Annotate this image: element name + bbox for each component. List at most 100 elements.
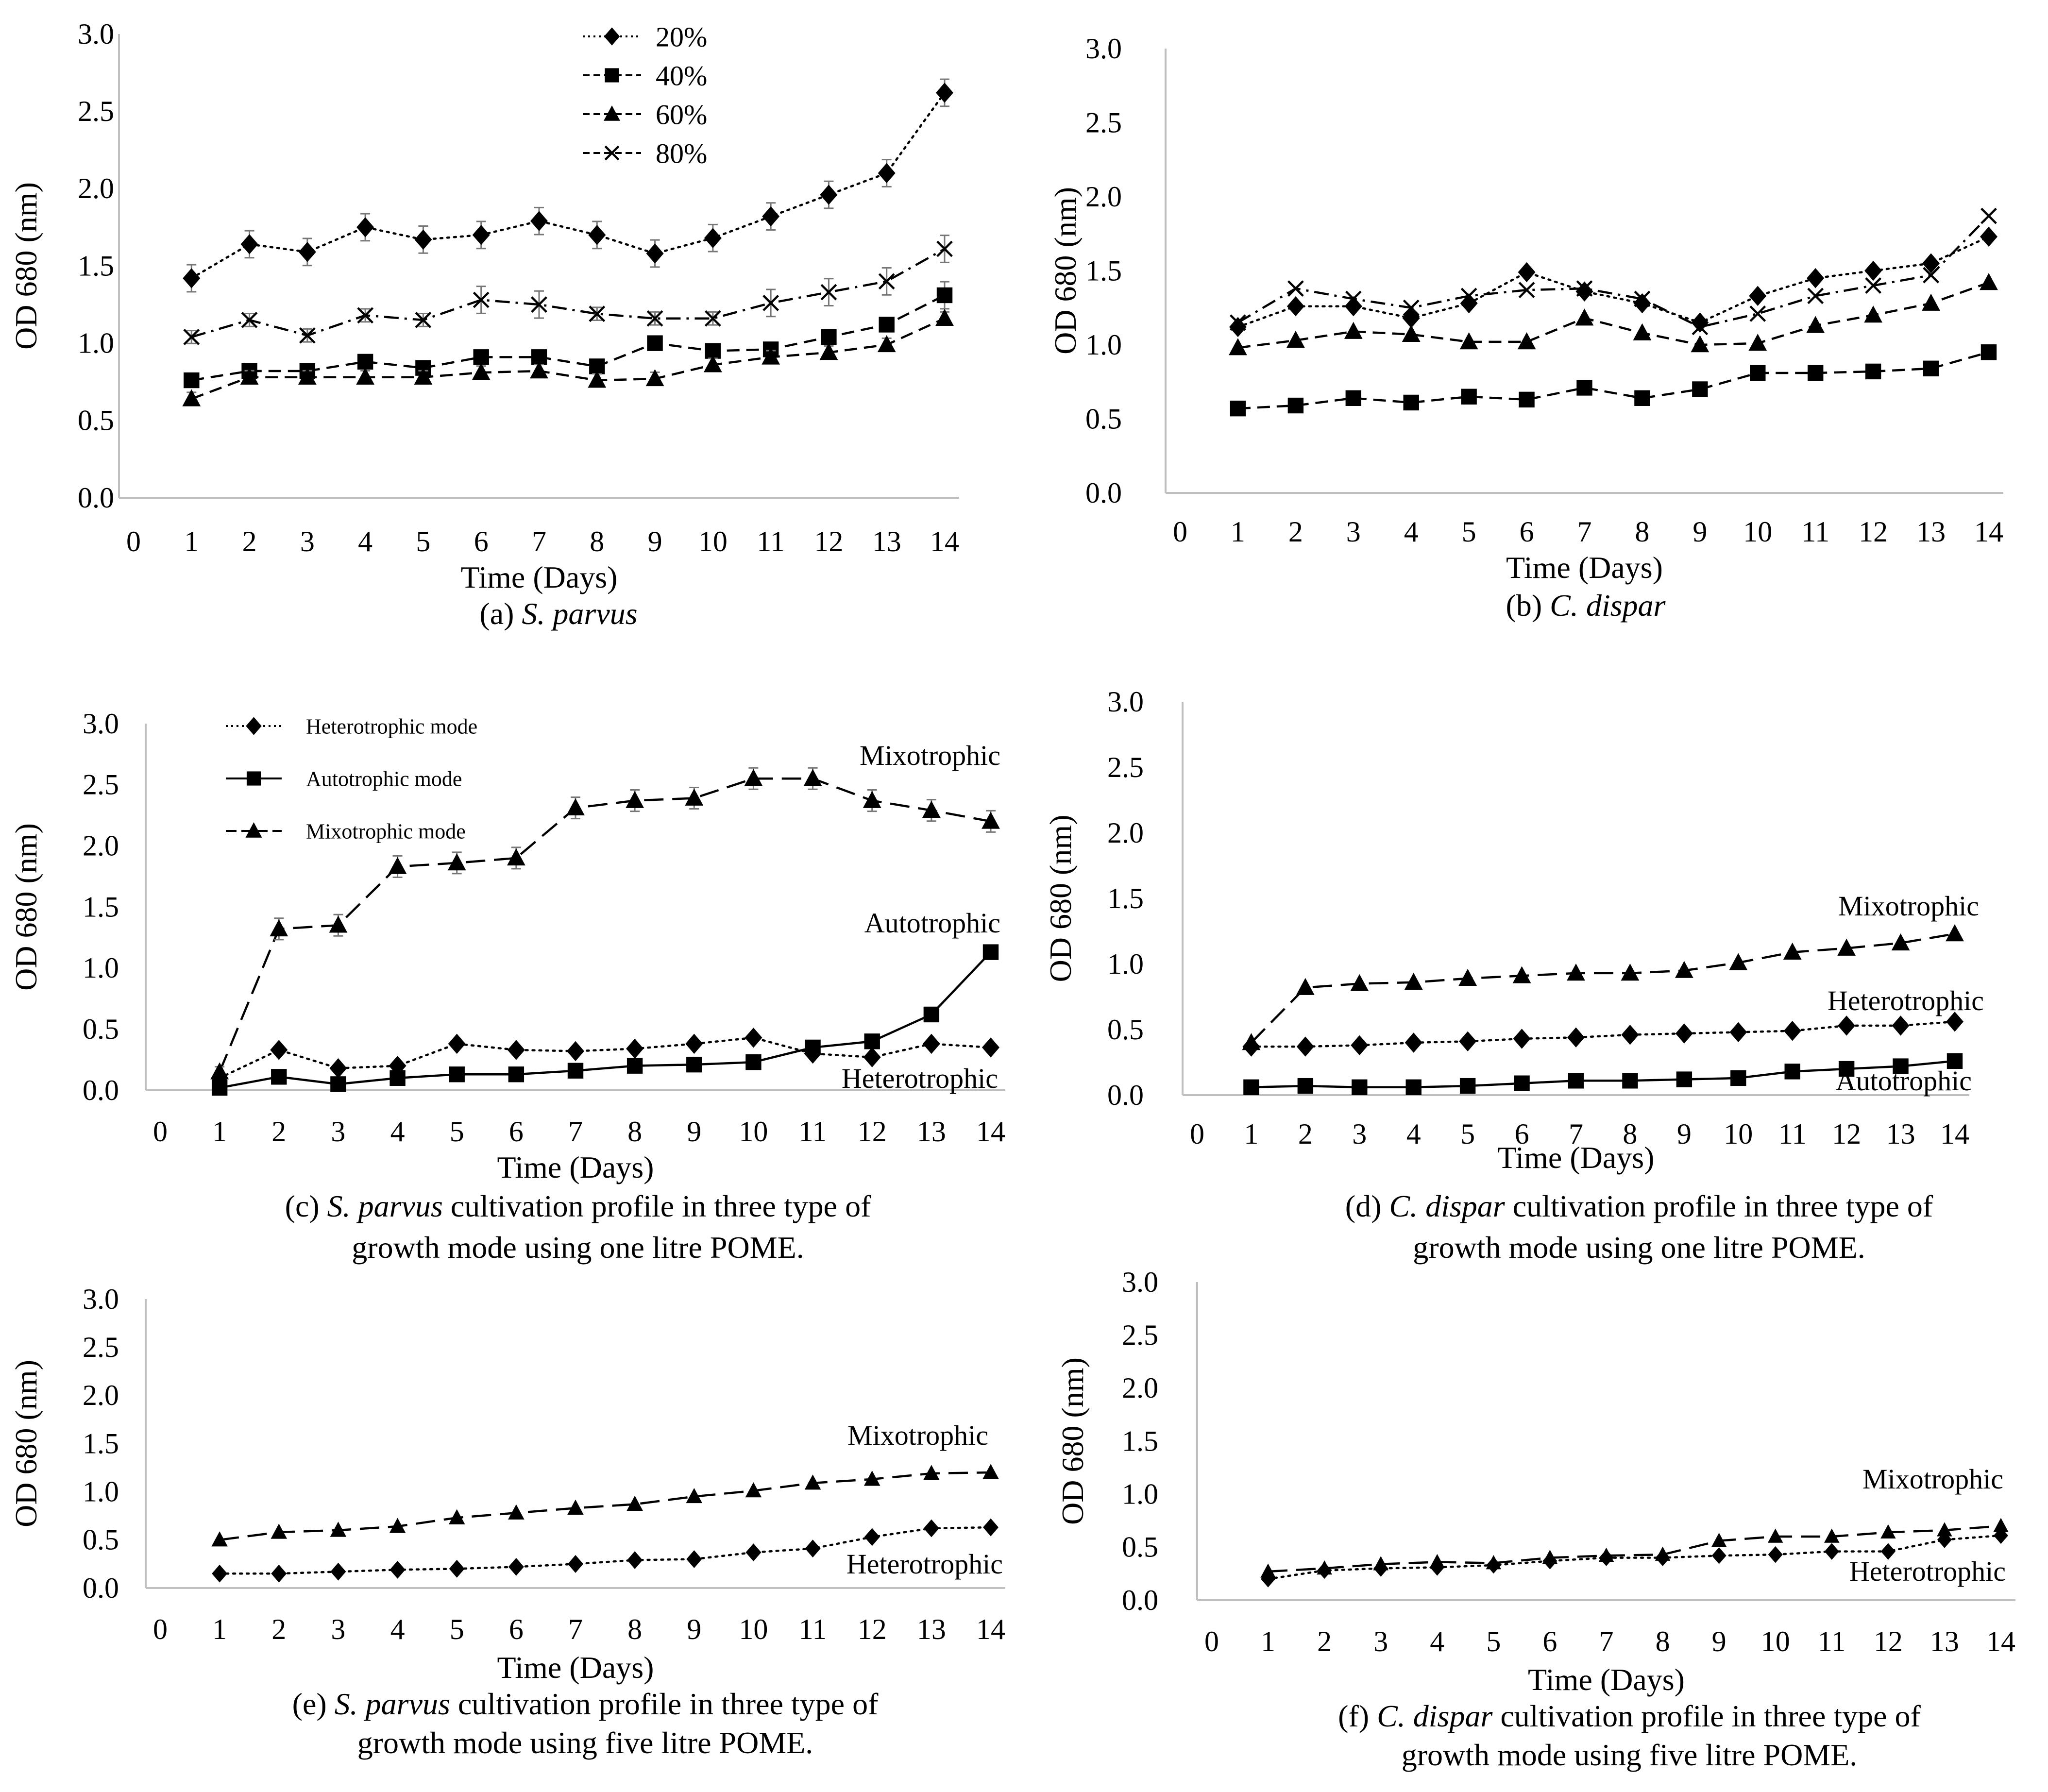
- caption-text: growth mode using five litre POME.: [357, 1725, 813, 1760]
- data-point: [1923, 267, 1939, 284]
- data-point: [685, 1033, 703, 1054]
- data-point: [1634, 390, 1650, 406]
- panel-caption: growth mode using one litre POME.: [1413, 1230, 1865, 1265]
- data-point: [449, 1559, 465, 1578]
- data-point: [1633, 323, 1652, 340]
- series-line: [218, 1526, 992, 1575]
- y-axis-label: OD 680 (nm): [1055, 1357, 1090, 1525]
- data-point: [982, 1037, 999, 1058]
- x-tick-label: 2: [242, 525, 257, 558]
- x-tick-label: 14: [1974, 516, 2003, 548]
- data-point: [1807, 268, 1825, 288]
- data-point: [241, 312, 258, 328]
- data-point: [588, 371, 607, 388]
- x-tick-label: 13: [917, 1613, 946, 1645]
- x-tick-label: 0: [126, 525, 141, 558]
- x-tick-label: 6: [1520, 516, 1534, 548]
- x-axis-label: Time (Days): [497, 1150, 654, 1184]
- data-point: [704, 228, 722, 248]
- data-point: [1230, 314, 1246, 331]
- data-point: [686, 1056, 702, 1073]
- caption-text: (c): [285, 1189, 327, 1223]
- x-tick-label: 6: [509, 1613, 524, 1645]
- series-1: [211, 1464, 999, 1547]
- data-point: [1980, 344, 1997, 360]
- data-point: [1808, 365, 1824, 381]
- data-point: [645, 369, 664, 387]
- series-2: [182, 308, 954, 406]
- x-tick-label: 0: [153, 1116, 168, 1148]
- data-point: [1229, 338, 1247, 355]
- y-tick-label: 0.0: [1085, 477, 1122, 509]
- data-point: [1806, 316, 1825, 333]
- data-point: [646, 310, 663, 327]
- series-line: [191, 248, 946, 338]
- x-tick-label: 13: [1886, 1118, 1915, 1150]
- data-point: [508, 1557, 524, 1576]
- data-point: [1513, 1029, 1531, 1049]
- data-point: [1749, 286, 1767, 306]
- data-point: [1807, 287, 1824, 304]
- series-annotation: Autotrophic: [1836, 1065, 1972, 1097]
- x-tick-label: 11: [1801, 516, 1829, 548]
- series-line: [1251, 1060, 1955, 1089]
- data-point: [414, 229, 432, 250]
- legend-label: 20%: [656, 21, 707, 52]
- y-tick-label: 0.5: [78, 405, 114, 437]
- legend-label: 80%: [656, 137, 707, 169]
- data-point: [762, 347, 780, 365]
- data-point: [864, 1033, 880, 1049]
- caption-text: (d): [1345, 1189, 1389, 1223]
- data-point: [647, 335, 663, 351]
- data-point: [1922, 293, 1940, 311]
- data-point: [805, 1039, 821, 1056]
- x-tick-label: 3: [300, 525, 315, 558]
- y-tick-label: 0.5: [83, 1524, 119, 1556]
- data-point: [1748, 334, 1767, 351]
- x-tick-label: 8: [590, 525, 604, 558]
- data-point: [1260, 1563, 1276, 1578]
- data-point: [1403, 299, 1420, 316]
- data-point: [357, 354, 373, 370]
- data-point: [936, 240, 953, 257]
- data-point: [982, 944, 999, 960]
- data-point: [922, 800, 941, 818]
- data-point: [588, 225, 606, 245]
- x-tick-label: 0: [153, 1613, 168, 1645]
- x-tick-label: 10: [1761, 1625, 1790, 1657]
- x-tick-label: 12: [1832, 1118, 1861, 1150]
- y-tick-label: 3.0: [83, 1283, 119, 1315]
- legend-label: 40%: [656, 60, 707, 91]
- y-tick-label: 1.5: [78, 250, 114, 282]
- panel-caption: (d) C. dispar cultivation profile in thr…: [1345, 1189, 1933, 1223]
- y-tick-label: 2.5: [83, 1331, 119, 1363]
- data-point: [1517, 332, 1536, 350]
- data-point: [1296, 1036, 1314, 1057]
- data-point: [1460, 287, 1477, 304]
- y-axis-label: OD 680 (nm): [9, 1360, 43, 1527]
- x-tick-label: 4: [1406, 1118, 1421, 1150]
- legend-label: 60%: [656, 99, 707, 130]
- data-point: [330, 1076, 346, 1092]
- data-point: [530, 211, 548, 231]
- data-point: [1459, 1031, 1477, 1051]
- data-point: [1980, 226, 1997, 247]
- data-point: [1838, 1015, 1856, 1036]
- x-tick-label: 5: [416, 525, 430, 558]
- data-point: [1767, 1528, 1783, 1543]
- x-tick-label: 2: [1298, 1118, 1313, 1150]
- data-point: [1243, 1079, 1259, 1095]
- caption-text: cultivation profile in three type of: [1505, 1189, 1933, 1223]
- y-tick-label: 2.0: [83, 829, 119, 862]
- series-0: [212, 1518, 999, 1583]
- y-tick-label: 2.0: [1107, 817, 1144, 849]
- data-point: [1784, 1064, 1800, 1080]
- series-line: [1237, 215, 1990, 328]
- data-point: [240, 367, 259, 385]
- y-tick-label: 3.0: [1085, 33, 1122, 65]
- x-tick-label: 7: [1577, 516, 1592, 548]
- caption-text: S. parvus: [522, 596, 637, 631]
- data-point: [745, 1482, 762, 1498]
- data-point: [508, 1504, 525, 1520]
- series-annotation: Heterotrophic: [846, 1548, 1003, 1580]
